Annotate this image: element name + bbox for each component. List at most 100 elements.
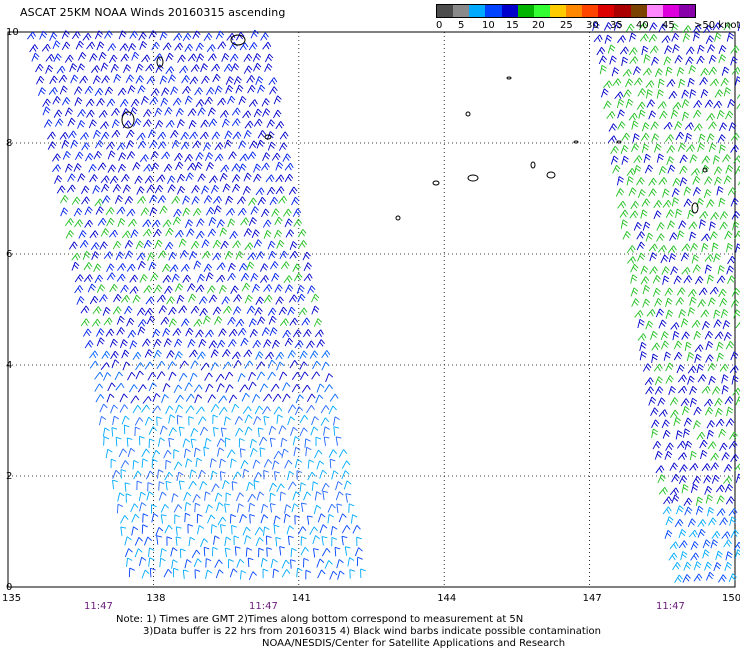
wind-barb [129,286,139,294]
wind-barb [155,527,164,536]
wind-barb [258,547,264,558]
wind-barb [224,371,234,381]
wind-barb [225,84,234,94]
wind-barb [117,492,125,502]
wind-barb [243,53,253,62]
wind-barb [99,403,108,413]
wind-barb [665,134,674,143]
wind-barb [625,23,635,32]
wind-barb [621,56,629,67]
wind-barb [221,349,231,358]
wind-barb [715,484,725,493]
wind-barb [128,218,137,227]
wind-barb [181,75,190,84]
wind-barb [162,42,172,51]
wind-barb [284,162,294,171]
wind-barb [714,32,722,42]
wind-barb [672,330,680,341]
wind-barb [228,558,234,569]
wind-barb [176,414,183,425]
wind-barb [281,569,291,578]
wind-barb [642,221,651,231]
wind-barb [135,370,144,380]
wind-barb [185,405,195,414]
wind-barb [290,547,297,558]
wind-barb [196,53,205,63]
wind-barb [145,470,155,480]
wind-barb [130,395,140,404]
wind-barb [88,119,97,129]
wind-barb [254,527,264,536]
wind-barb [279,546,285,556]
wind-barb [282,329,291,339]
wind-barb [141,404,150,413]
wind-barb [187,53,197,62]
wind-barb [671,197,679,207]
wind-barb [723,22,733,31]
wind-barb [176,471,184,482]
wind-barb [313,318,323,327]
wind-barb [723,476,733,484]
wind-barb [213,195,222,204]
wind-barb [668,386,676,396]
wind-barb [108,229,118,238]
wind-barb [193,319,203,327]
wind-barb [716,110,725,120]
wind-barb [119,43,129,52]
wind-barb [185,172,194,182]
wind-barb [121,349,130,359]
wind-barb [286,470,295,481]
wind-barb [242,406,252,415]
wind-barb [254,307,263,316]
wind-barb [603,100,612,110]
wind-barb [182,32,192,42]
wind-barb [267,359,276,369]
wind-barb [220,164,230,173]
wind-barb [130,229,139,239]
wind-barb [253,173,262,183]
wind-barb [671,23,679,33]
wind-barb [240,337,249,347]
wind-barb [681,243,691,252]
wind-barb [676,505,684,515]
wind-barb [127,371,136,381]
wind-barb [261,208,270,218]
wind-barb [708,121,717,130]
wind-barb [667,245,677,254]
wind-barb [244,120,254,129]
wind-barb [227,339,237,348]
wind-barb [272,460,280,470]
wind-barb [82,250,91,260]
wind-barb [217,516,227,526]
wind-barb [692,264,701,273]
wind-barb [336,559,344,569]
wind-barb [138,32,147,41]
wind-barb [245,547,253,557]
wind-barb [730,45,740,54]
wind-barb [195,42,204,52]
wind-barb [74,219,83,228]
wind-barb [232,183,241,193]
wind-barb [229,231,238,240]
wind-barb [321,536,328,546]
wind-barb [730,144,739,153]
wind-barb [126,263,136,272]
wind-barb [262,152,271,161]
wind-barb [244,426,253,436]
wind-barb [98,110,108,118]
wind-barb [679,165,688,175]
wind-barb [129,107,138,116]
wind-barb [81,185,90,195]
wind-barb [173,384,183,394]
wind-barb [171,559,178,569]
wind-barb [151,219,161,228]
wind-barb [144,349,153,358]
wind-barb [214,492,223,502]
wind-barb [129,274,139,283]
wind-barb [134,426,141,437]
wind-barb [267,371,276,381]
wind-barb [724,483,734,493]
wind-barb [178,480,185,490]
wind-barb [636,177,645,186]
wind-barb [262,568,269,579]
